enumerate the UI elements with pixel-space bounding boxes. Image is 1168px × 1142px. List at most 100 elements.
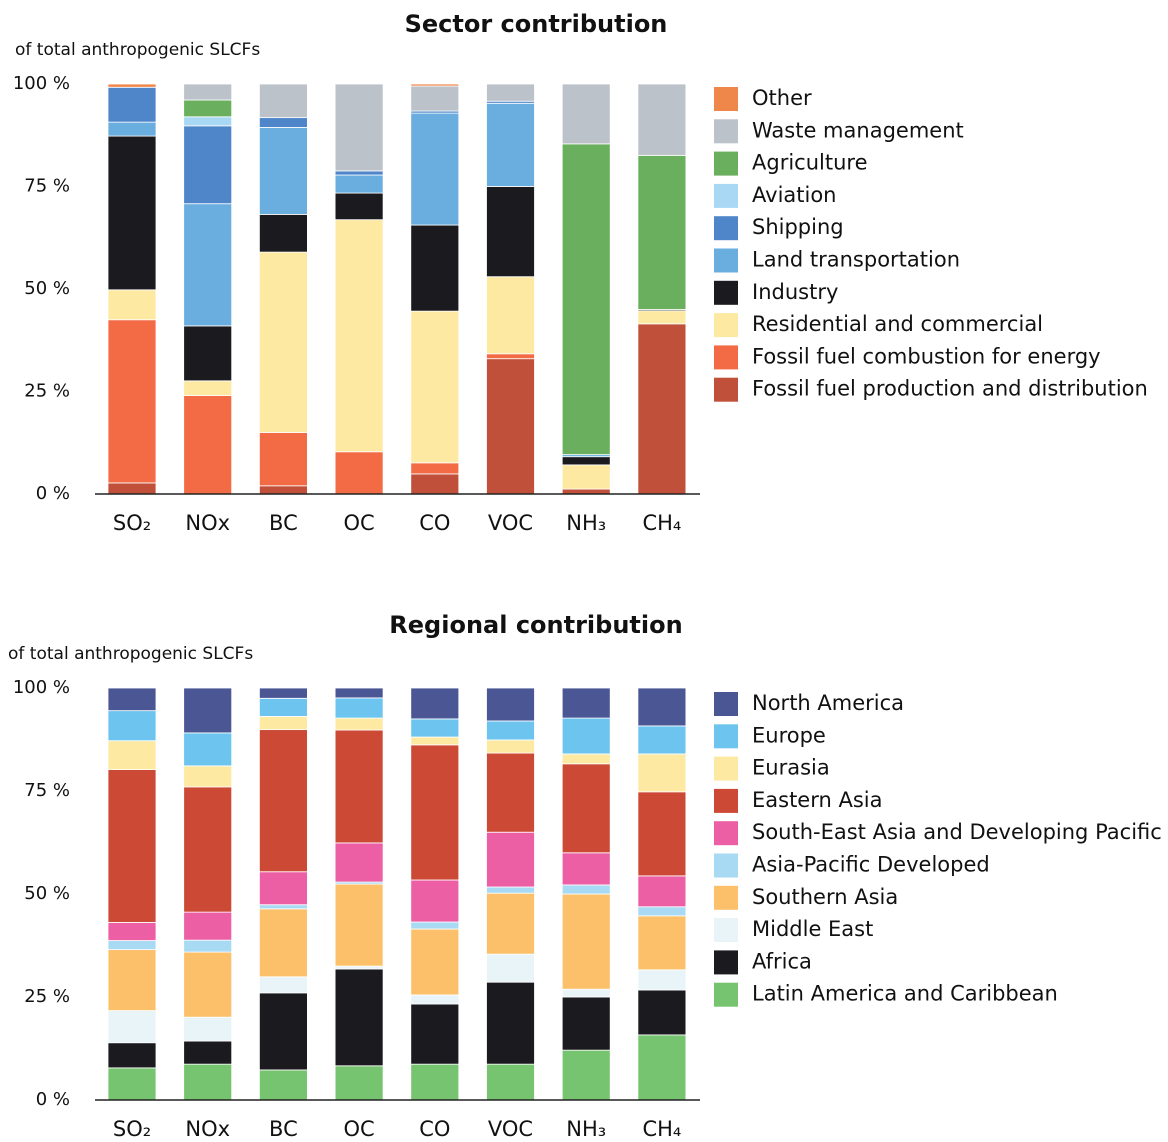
x-tick-label: BC <box>269 511 298 535</box>
bar-segment <box>107 83 157 88</box>
legend-swatch <box>714 950 738 975</box>
x-tick-label: SO₂ <box>113 511 151 535</box>
legend-label: Industry <box>752 280 838 304</box>
bar-segment <box>334 697 384 719</box>
bar-segment <box>410 310 460 464</box>
y-tick-label: 100 % <box>13 73 70 94</box>
bar-segment <box>561 884 611 895</box>
bar-segment <box>183 939 233 953</box>
bar-segment <box>486 102 535 187</box>
legend-label: Latin America and Caribbean <box>752 982 1058 1006</box>
bar-segment <box>183 395 233 495</box>
bar-segment <box>258 432 308 487</box>
y-tick-label: 25 % <box>24 381 70 402</box>
bar-segment <box>183 203 233 327</box>
bar-segment <box>486 892 535 955</box>
bar-segment <box>637 791 687 877</box>
x-tick-label: CO <box>419 1117 450 1141</box>
bar-segment <box>107 482 157 495</box>
bar-segment <box>410 112 460 226</box>
bar-segment <box>334 219 384 453</box>
bar-segment <box>107 1067 157 1101</box>
bar-segment <box>410 687 460 720</box>
bar-segment <box>258 687 308 699</box>
bar-segment <box>334 83 384 172</box>
bar-segment <box>183 116 233 127</box>
x-tick-label: OC <box>343 1117 374 1141</box>
bar-segment <box>410 879 460 923</box>
bar-segment <box>637 154 687 310</box>
bar-segment <box>183 786 233 913</box>
bar-segment <box>258 1069 308 1101</box>
bar-segment <box>258 127 308 215</box>
bar-segment <box>410 1063 460 1101</box>
x-tick-label: NOx <box>185 1117 230 1141</box>
bar-segment <box>183 83 233 101</box>
bar-segment <box>637 753 687 793</box>
bar-segment <box>410 928 460 996</box>
x-tick-label: NOx <box>185 511 230 535</box>
legend-label: Europe <box>752 723 826 747</box>
bar-segment <box>334 1065 384 1101</box>
legend-label: Asia-Pacific Developed <box>752 853 990 877</box>
bar-segment <box>107 710 157 742</box>
x-tick-label: NH₃ <box>566 511 606 535</box>
y-tick-label: 75 % <box>24 176 70 197</box>
y-tick-label: 50 % <box>24 883 70 904</box>
bar-segment <box>637 969 687 991</box>
bar-segment <box>561 687 611 719</box>
bar-segment <box>486 83 535 102</box>
bar-segment <box>258 992 308 1071</box>
bar-segment <box>561 143 611 456</box>
bar-segment <box>107 319 157 484</box>
legend-swatch <box>714 918 738 943</box>
bar-segment <box>637 875 687 908</box>
legend-label: North America <box>752 691 904 715</box>
bar-segment <box>258 908 308 978</box>
x-tick-label: CH₄ <box>642 511 681 535</box>
bar-segment <box>410 224 460 312</box>
bar-segment <box>183 125 233 205</box>
legend-label: Southern Asia <box>752 885 898 909</box>
legend-label: Land transportation <box>752 248 960 272</box>
legend-swatch <box>714 119 738 144</box>
bar-segment <box>107 922 157 941</box>
bar-segment <box>107 740 157 770</box>
legend-label: Residential and commercial <box>752 312 1043 336</box>
legend-swatch <box>714 724 738 749</box>
y-axis-label: of total anthropogenic SLCFs <box>15 40 260 60</box>
legend-label: Africa <box>752 949 812 973</box>
legend-swatch <box>714 248 738 273</box>
bar-segment <box>258 251 308 433</box>
x-tick-label: OC <box>343 511 374 535</box>
bar-segment <box>183 732 233 767</box>
y-tick-label: 0 % <box>36 483 70 504</box>
bar-segment <box>637 310 687 325</box>
bar-segment <box>258 117 308 128</box>
legend-label: Fossil fuel production and distribution <box>752 377 1148 401</box>
bar-segment <box>334 687 384 699</box>
bar-segment <box>107 135 157 291</box>
bar-segment <box>258 729 308 873</box>
bar-segment <box>637 687 687 727</box>
bar-segment <box>410 1003 460 1065</box>
bar-segment <box>486 720 535 741</box>
legend-swatch <box>714 345 738 370</box>
bar-segment <box>334 717 384 731</box>
legend-swatch <box>714 982 738 1007</box>
bar-segment <box>183 687 233 734</box>
bar-segment <box>410 718 460 738</box>
bar-segment <box>486 739 535 754</box>
bar-segment <box>334 170 384 176</box>
bar-segment <box>334 965 384 970</box>
bar-segment <box>561 852 611 886</box>
bar-segment <box>637 323 687 495</box>
x-tick-label: VOC <box>488 511 533 535</box>
bar-segment <box>486 276 535 355</box>
bar-segment <box>486 353 535 360</box>
legend-label: Aviation <box>752 183 837 207</box>
bar-segment <box>410 994 460 1005</box>
bar-segment <box>258 904 308 910</box>
bar-segment <box>183 1016 233 1042</box>
